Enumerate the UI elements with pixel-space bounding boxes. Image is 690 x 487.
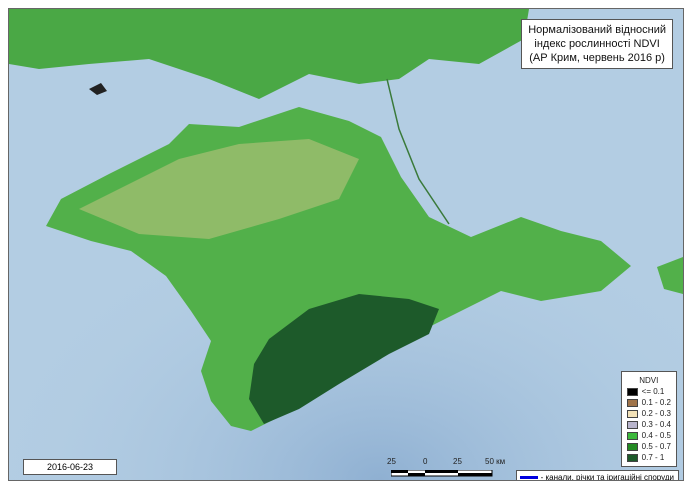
crimea-peninsula [46, 107, 631, 431]
legend-swatch [626, 420, 638, 429]
legend-label: 0.3 - 0.4 [641, 420, 671, 429]
map-title: Нормалізований відносний індекс рослинно… [521, 19, 673, 69]
arabat-spit [386, 78, 450, 225]
scale-label: 0 [423, 457, 428, 466]
title-line: індекс рослинності NDVI [534, 38, 660, 50]
island [89, 83, 107, 95]
title-line: Нормалізований відносний [528, 24, 666, 36]
ndvi-legend: NDVI <= 0.1 0.1 - 0.2 0.2 - 0.3 0.3 - 0.4 0.… [620, 371, 677, 467]
scale-bar: 25 0 25 50 км [387, 457, 517, 480]
legend-swatch [626, 442, 638, 451]
legend-swatch [626, 431, 638, 440]
legend-swatch [626, 387, 638, 396]
legend-item: 0.1 - 0.2 [626, 397, 671, 408]
legend-label: 0.7 - 1 [641, 453, 665, 462]
date-label: 2016-06-23 [23, 459, 117, 475]
mountain-forest [249, 294, 439, 424]
legend-label: <= 0.1 [641, 387, 665, 396]
legend-title: NDVI [639, 376, 659, 385]
legend-swatch [626, 398, 638, 407]
ndvi-map [9, 9, 683, 480]
scale-label: 50 км [485, 457, 506, 466]
legend-item: 0.2 - 0.3 [626, 408, 671, 419]
legend-label: 0.5 - 0.7 [641, 442, 671, 451]
legend-item: 0.4 - 0.5 [626, 430, 671, 441]
legend-label: 0.2 - 0.3 [641, 409, 671, 418]
canal-line-swatch [519, 476, 538, 479]
legend-label: 0.4 - 0.5 [641, 431, 671, 440]
scale-bar-graphic [391, 470, 493, 477]
canals-label: - канали, річки та іригаційні споруди [540, 473, 674, 481]
legend-item: 0.7 - 1 [626, 452, 671, 463]
scale-label: 25 [453, 457, 462, 466]
legend-rows: <= 0.1 0.1 - 0.2 0.2 - 0.3 0.3 - 0.4 0.4 - 0… [626, 386, 671, 463]
legend-swatch [626, 453, 638, 462]
kerch-east [657, 257, 683, 294]
canals-legend: - канали, річки та іригаційні споруди [515, 470, 679, 481]
scale-label: 25 [387, 457, 396, 466]
legend-swatch [626, 409, 638, 418]
mainland [9, 9, 529, 99]
legend-item: 0.3 - 0.4 [626, 419, 671, 430]
map-frame: Нормалізований відносний індекс рослинно… [8, 8, 684, 481]
title-line: (АР Крим, червень 2016 р) [529, 52, 665, 64]
steppe-farmland [79, 139, 359, 239]
legend-label: 0.1 - 0.2 [641, 398, 671, 407]
legend-item: <= 0.1 [626, 386, 671, 397]
legend-item: 0.5 - 0.7 [626, 441, 671, 452]
